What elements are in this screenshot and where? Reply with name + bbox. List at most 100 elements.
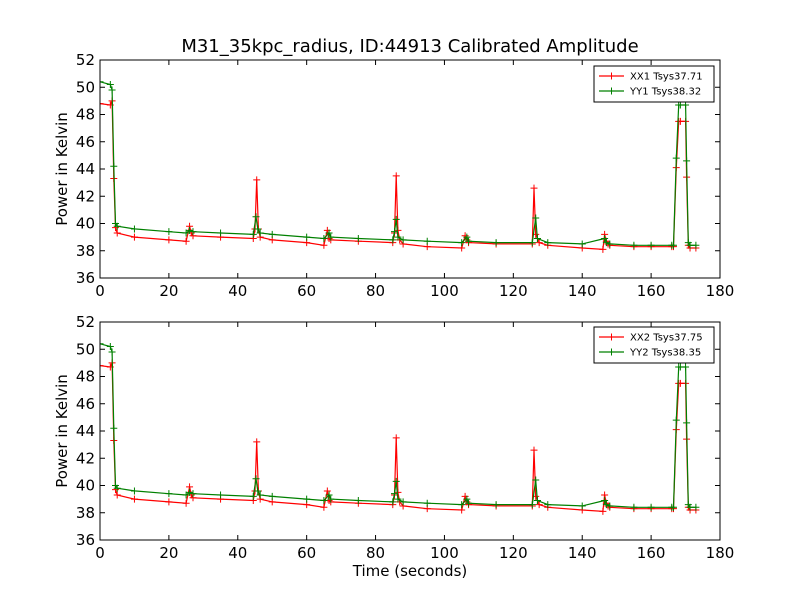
data-point	[325, 491, 333, 499]
data-point	[423, 237, 431, 245]
data-point	[463, 233, 471, 241]
data-point	[182, 499, 190, 507]
y-tick-label: 52	[76, 51, 95, 69]
series-group	[100, 78, 700, 253]
data-point	[389, 498, 397, 506]
data-point	[165, 498, 173, 506]
data-point	[100, 340, 104, 348]
data-point	[670, 241, 677, 249]
x-tick-label: 180	[706, 544, 735, 562]
data-point	[389, 236, 397, 244]
x-tick-label: 0	[95, 282, 105, 300]
data-point	[253, 176, 261, 184]
data-point	[492, 239, 500, 247]
data-point	[532, 476, 540, 484]
data-point	[268, 492, 276, 500]
y-tick-label: 48	[76, 106, 95, 124]
data-point	[528, 239, 536, 247]
y-tick-label: 52	[76, 313, 95, 331]
y-axis-label: Power in Kelvin	[53, 112, 71, 226]
legend-box	[593, 65, 715, 103]
data-point	[458, 501, 466, 509]
data-point	[647, 241, 655, 249]
data-point	[354, 496, 362, 504]
x-tick-label: 20	[159, 282, 178, 300]
data-point	[249, 492, 257, 500]
data-point	[533, 496, 541, 504]
data-point	[320, 503, 328, 511]
data-point	[601, 234, 609, 242]
x-tick-label: 140	[568, 544, 597, 562]
data-point	[602, 239, 610, 247]
data-point	[672, 416, 680, 424]
data-point	[601, 496, 609, 504]
x-tick-label: 120	[499, 282, 528, 300]
x-tick-label: 60	[297, 544, 316, 562]
y-tick-label: 46	[76, 133, 95, 151]
legend-swatch-marker	[608, 333, 615, 341]
y-tick-label: 50	[76, 78, 95, 96]
data-point	[391, 490, 398, 498]
data-point	[165, 228, 173, 236]
data-point	[106, 343, 114, 351]
data-point	[108, 348, 116, 356]
x-tick-label: 100	[430, 544, 459, 562]
subplot-1: Power in Kelvin 0 20 40 60 80 100 120 140 160 180 3…	[53, 51, 734, 300]
x-axis-label: Time (seconds)	[352, 562, 468, 580]
legend-label: YY1 Tsys38.32	[629, 87, 701, 98]
x-tick-label: 80	[366, 544, 385, 562]
y-tick-label: 38	[76, 242, 95, 260]
data-point	[544, 501, 552, 509]
legend: XX2 Tsys37.75 YY2 Tsys38.35	[593, 326, 715, 364]
legend-swatch-marker	[608, 348, 615, 356]
subplot-2: Power in Kelvin 0 20 40 60 80 100 120 140 160 180 3…	[53, 313, 734, 562]
data-point	[106, 81, 114, 89]
y-tick-label: 42	[76, 187, 95, 205]
x-tick-label: 140	[568, 282, 597, 300]
data-point	[394, 233, 402, 241]
data-point	[606, 240, 614, 248]
data-point	[256, 229, 264, 237]
data-point	[686, 503, 694, 511]
data-point	[268, 230, 276, 238]
data-point	[249, 230, 257, 238]
x-tick-label: 20	[159, 544, 178, 562]
data-point	[392, 477, 400, 485]
data-point	[108, 86, 116, 94]
data-point	[465, 237, 473, 245]
data-point	[100, 362, 104, 370]
data-point	[325, 229, 333, 237]
data-point	[670, 503, 677, 511]
data-point	[113, 484, 121, 492]
panels: Power in Kelvin 0 20 40 60 80 100 120 140 160 180 3…	[53, 51, 734, 562]
data-point	[186, 226, 194, 234]
y-tick-label: 38	[76, 504, 95, 522]
data-point	[392, 172, 400, 180]
data-point	[254, 225, 262, 233]
x-tick-label: 0	[95, 544, 105, 562]
data-point	[256, 491, 264, 499]
data-point	[399, 236, 407, 244]
data-point	[599, 507, 607, 515]
data-point	[320, 234, 328, 242]
legend-swatch-marker	[608, 87, 615, 95]
data-point	[492, 501, 500, 509]
data-point	[692, 503, 700, 511]
data-point	[530, 446, 538, 454]
x-tick-label: 40	[228, 282, 247, 300]
y-tick-label: 50	[76, 340, 95, 358]
data-point	[354, 234, 362, 242]
data-point	[253, 438, 261, 446]
data-point	[465, 499, 473, 507]
data-point	[533, 234, 541, 242]
series-group	[100, 340, 700, 515]
data-point	[606, 502, 614, 510]
data-point	[530, 184, 538, 192]
y-tick-label: 44	[76, 422, 95, 440]
data-point	[602, 501, 610, 509]
y-axis-label: Power in Kelvin	[53, 374, 71, 488]
data-point	[186, 488, 194, 496]
data-point	[535, 239, 543, 247]
data-point	[682, 363, 690, 371]
data-point	[252, 475, 260, 483]
